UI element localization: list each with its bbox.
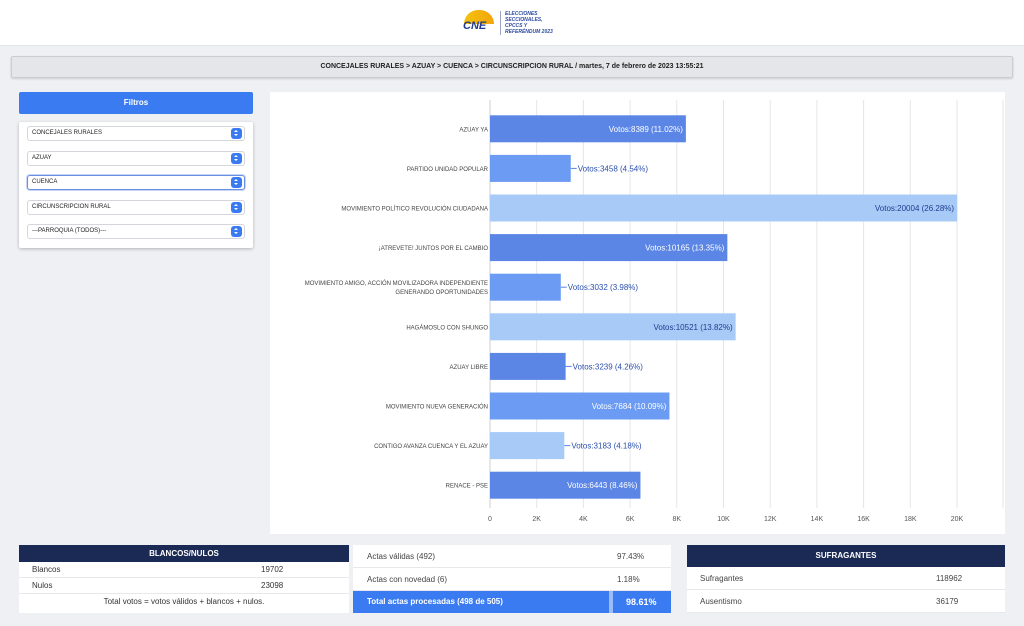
category-label: HAGÁMOSLO CON SHUNGO <box>406 324 488 331</box>
nulos-row: Nulos 23098 <box>19 578 349 594</box>
bar <box>490 352 566 380</box>
category-label: MOVIMIENTO NUEVA GENERACIÓN <box>386 404 488 411</box>
x-tick-label: 16K <box>857 516 870 523</box>
ausentismo-value: 36179 <box>936 597 959 606</box>
cne-logo: CNE ELECCIONES SECCIONALES, CPCCS Y REFE… <box>462 8 562 38</box>
category-label: GENERANDO OPORTUNIDADES <box>395 290 488 296</box>
nulos-label: Nulos <box>32 581 53 590</box>
actas-validas-value: 97.43% <box>617 552 645 561</box>
x-tick-label: 8K <box>673 516 682 523</box>
blancos-nulos-title: BLANCOS/NULOS <box>19 545 349 562</box>
sufragantes-title: SUFRAGANTES <box>687 545 1005 567</box>
actas-novedad-label: Actas con novedad (6) <box>367 575 448 584</box>
total-actas-value: 98.61% <box>626 597 657 607</box>
category-label: MOVIMIENTO AMIGO, ACCIÓN MOVILIZADORA IN… <box>305 280 488 287</box>
select-arrows-icon <box>231 128 242 139</box>
actas-novedad-value: 1.18% <box>617 575 640 584</box>
results-chart: 0 2K 4K 6K 8K 10K 12K 14K 16K 18K 20K AZUAY YA Votos… <box>270 92 1005 534</box>
blancos-nulos-panel: BLANCOS/NULOS Blancos 19702 Nulos 23098 … <box>19 545 349 613</box>
x-tick-label: 12K <box>764 516 777 523</box>
data-label: Votos:3183 (4.18%) <box>571 442 642 451</box>
data-label: Votos:7684 (10.09%) <box>592 402 667 411</box>
x-tick-label: 20K <box>951 516 964 523</box>
sufragantes-label: Sufragantes <box>700 574 744 583</box>
x-tick-label: 6K <box>626 516 635 523</box>
actas-panel: Actas válidas (492) 97.43% Actas con nov… <box>353 545 671 613</box>
category-label: AZUAY YA <box>459 127 488 133</box>
x-tick-label: 18K <box>904 516 917 523</box>
category-label: CONTIGO AVANZA CUENCA Y EL AZUAY <box>374 444 488 450</box>
parroquia-select-value: ---PARROQUIA (TODOS)--- <box>32 228 107 234</box>
breadcrumb: CONCEJALES RURALES > AZUAY > CUENCA > CI… <box>11 56 1013 78</box>
bar <box>490 234 728 262</box>
bar <box>490 115 686 143</box>
select-arrows-icon <box>231 153 242 164</box>
provincia-select[interactable]: AZUAY <box>27 151 245 166</box>
nulos-value: 23098 <box>261 581 284 590</box>
logo-text: CNE <box>463 20 487 32</box>
blancos-label: Blancos <box>32 565 61 574</box>
bar <box>490 432 565 460</box>
sufragantes-value: 118962 <box>936 574 963 583</box>
data-label: Votos:8389 (11.02%) <box>609 125 683 134</box>
total-votes-note: Total votos = votos válidos + blancos + … <box>103 597 265 606</box>
filters-panel: CONCEJALES RURALES AZUAY CUENCA CIRCUNSC… <box>19 122 253 248</box>
actas-novedad-row: Actas con novedad (6) 1.18% <box>353 568 671 591</box>
logo-subtitle: ELECCIONES SECCIONALES, CPCCS Y REFERÉND… <box>505 11 553 35</box>
x-tick-label: 14K <box>811 516 824 523</box>
category-label: MOVIMIENTO POLÍTICO REVOLUCIÓN CIUDADANA <box>341 206 488 213</box>
canton-select[interactable]: CUENCA <box>27 175 245 190</box>
top-bar: CNE ELECCIONES SECCIONALES, CPCCS Y REFE… <box>0 0 1024 46</box>
data-label: Votos:3458 (4.54%) <box>578 164 649 173</box>
blancos-value: 19702 <box>261 565 284 574</box>
bar <box>490 273 561 301</box>
sufragantes-panel: SUFRAGANTES Sufragantes 118962 Ausentism… <box>687 545 1005 613</box>
parroquia-select[interactable]: ---PARROQUIA (TODOS)--- <box>27 224 245 239</box>
category-label: AZUAY LIBRE <box>450 365 488 371</box>
category-label: RENACE - PSE <box>446 484 488 490</box>
total-actas-label: Total actas procesadas (498 de 505) <box>367 597 503 606</box>
x-tick-label: 10K <box>717 516 730 523</box>
select-arrows-icon <box>231 202 242 213</box>
data-label: Votos:10165 (13.35%) <box>645 244 725 253</box>
bar <box>490 154 571 182</box>
data-label: Votos:3032 (3.98%) <box>568 283 639 292</box>
filters-header: Filtros <box>19 92 253 114</box>
select-arrows-icon <box>231 177 242 188</box>
actas-validas-row: Actas válidas (492) 97.43% <box>353 545 671 568</box>
actas-validas-label: Actas válidas (492) <box>367 552 436 561</box>
bar <box>490 392 670 420</box>
blancos-row: Blancos 19702 <box>19 562 349 578</box>
cne-logo-mark: CNE <box>462 10 496 36</box>
bar <box>490 471 641 499</box>
ausentismo-row: Ausentismo 36179 <box>687 590 1005 613</box>
dignidad-select[interactable]: CONCEJALES RURALES <box>27 126 245 141</box>
data-label: Votos:20004 (26.28%) <box>875 204 955 213</box>
x-tick-label: 4K <box>579 516 588 523</box>
x-tick-label: 2K <box>532 516 541 523</box>
circunscripcion-select[interactable]: CIRCUNSCRIPCION RURAL <box>27 200 245 215</box>
category-label: ¡ATREVETE! JUNTOS POR EL CAMBIO <box>379 246 489 252</box>
sufragantes-row: Sufragantes 118962 <box>687 567 1005 590</box>
bar <box>490 313 736 341</box>
provincia-select-value: AZUAY <box>32 155 52 161</box>
canton-select-value: CUENCA <box>32 179 58 185</box>
bar <box>490 194 958 222</box>
data-label: Votos:3239 (4.26%) <box>573 362 644 371</box>
data-label: Votos:10521 (13.82%) <box>653 323 733 332</box>
total-actas-row: Total actas procesadas (498 de 505) 98.6… <box>353 591 671 613</box>
dignidad-select-value: CONCEJALES RURALES <box>32 130 103 136</box>
select-arrows-icon <box>231 226 242 237</box>
data-label: Votos:6443 (8.46%) <box>567 481 638 490</box>
ausentismo-label: Ausentismo <box>700 597 742 606</box>
results-bar-chart: 0 2K 4K 6K 8K 10K 12K 14K 16K 18K 20K AZUAY YA Votos… <box>305 100 1004 523</box>
circunscripcion-select-value: CIRCUNSCRIPCION RURAL <box>32 204 111 210</box>
category-label: PARTIDO UNIDAD POPULAR <box>407 167 489 173</box>
x-tick-label: 0 <box>488 516 492 523</box>
